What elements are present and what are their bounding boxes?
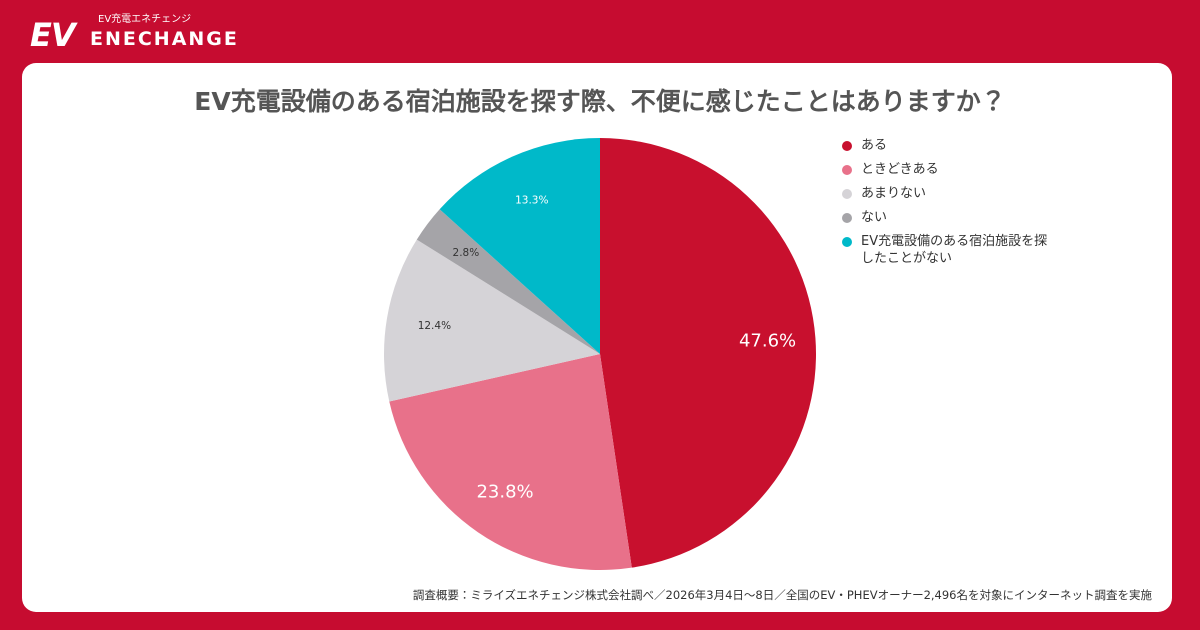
legend-item: あまりない (842, 185, 1057, 202)
legend-item: ある (842, 137, 1057, 154)
chart-title: EV充電設備のある宿泊施設を探す際、不便に感じたことはありますか？ (194, 87, 1006, 116)
pie-slice (383, 239, 600, 402)
pie-slice (389, 354, 632, 570)
legend-item: EV充電設備のある宿泊施設を探したことがない (842, 233, 1057, 267)
logo-text: ENECHANGE (90, 28, 239, 50)
data-label: 12.4% (418, 320, 451, 332)
footnote: 調査概要：ミライズエネチェンジ株式会社調べ／2026年3月4日〜8日／全国のEV… (412, 588, 1152, 602)
data-label: 23.8% (476, 482, 533, 503)
data-label: 2.8% (453, 247, 480, 259)
legend-item: ない (842, 209, 1057, 226)
legend-marker (842, 189, 852, 199)
legend-item: ときどきある (842, 161, 1057, 178)
legend-label: あまりない (861, 186, 927, 201)
pie-slice (600, 138, 817, 568)
legend-marker (842, 141, 852, 151)
legend-marker (842, 213, 852, 223)
legend-label: EV充電設備のある宿泊施設を探したことがない (861, 234, 1048, 266)
pie-slice (439, 138, 600, 354)
data-label: 47.6% (739, 331, 796, 352)
legend-label: ときどきある (861, 162, 939, 177)
legend-marker (842, 237, 852, 247)
tagline: EV充電エネチェンジ (98, 14, 192, 25)
data-label: 13.3% (515, 194, 548, 206)
pie-slice (416, 209, 600, 354)
legend: あるときどきある あまりないない EV充電設備のある宿泊施設を探したことがない (842, 137, 1057, 274)
legend-label: ある (861, 138, 888, 153)
legend-marker (842, 165, 852, 175)
logo-mark: EV (30, 16, 76, 54)
legend-label: ない (861, 210, 888, 225)
